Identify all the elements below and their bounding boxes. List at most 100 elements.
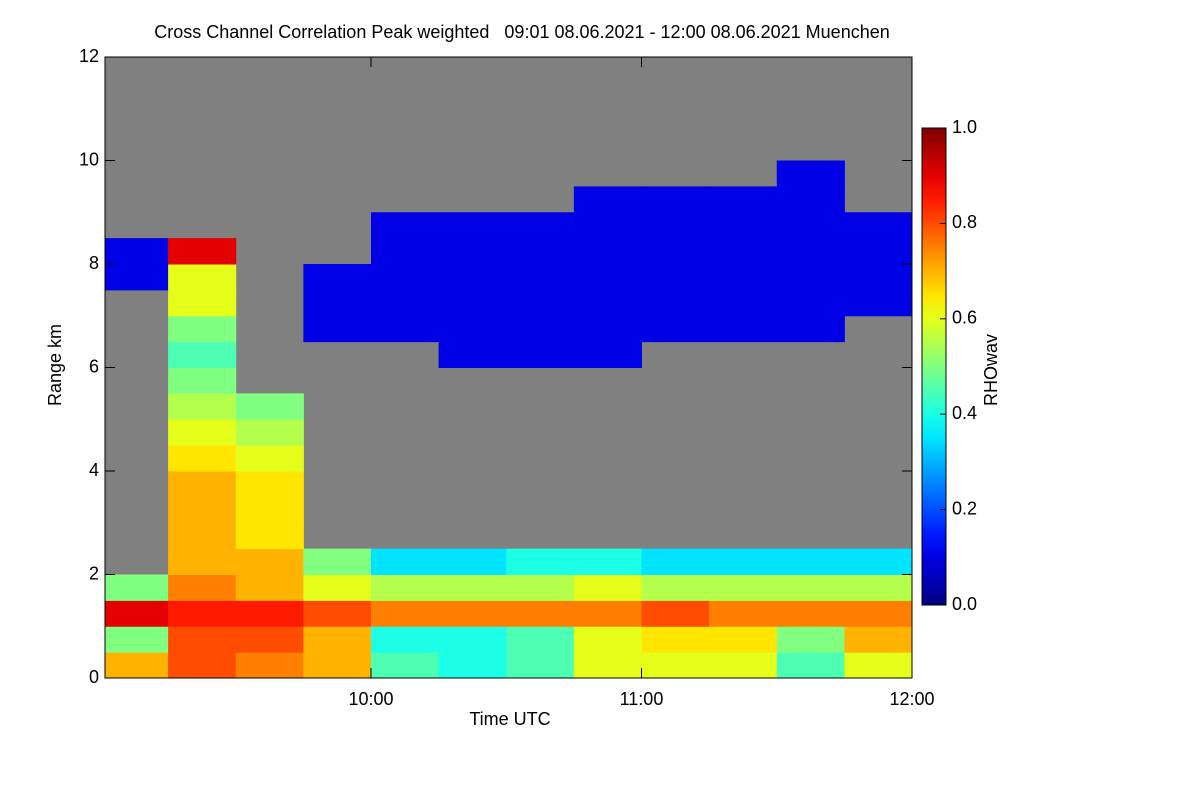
heatmap-cell <box>506 652 575 679</box>
heatmap-cell <box>573 652 642 679</box>
heatmap-cell <box>506 600 575 627</box>
heatmap-cell <box>235 548 304 575</box>
heatmap-cell <box>168 289 237 317</box>
chart-title: Cross Channel Correlation Peak weighted … <box>154 22 890 42</box>
heatmap-cell <box>303 548 372 575</box>
heatmap-cell <box>105 264 169 291</box>
heatmap-cell <box>235 600 304 627</box>
heatmap-cell <box>370 574 440 601</box>
heatmap-cell <box>303 289 372 317</box>
heatmap-cell <box>709 548 778 575</box>
heatmap-cell <box>168 393 237 420</box>
heatmap-cell <box>168 419 237 446</box>
y-tick-label: 0 <box>89 667 99 687</box>
heatmap-cell <box>776 212 845 239</box>
heatmap-cell <box>776 652 845 679</box>
y-tick-label: 8 <box>89 253 99 273</box>
heatmap-cell <box>370 548 440 575</box>
heatmap-cell <box>438 238 507 265</box>
heatmap-cell <box>641 652 710 679</box>
heatmap-cell <box>709 600 778 627</box>
x-tick-label: 10:00 <box>348 689 393 709</box>
heatmap-cell <box>235 574 304 601</box>
heatmap-cell <box>438 574 507 601</box>
heatmap-cell <box>709 264 778 291</box>
heatmap-cell <box>370 212 440 239</box>
heatmap-cell <box>235 522 304 550</box>
colorbar-tick-label: 0.6 <box>952 308 977 328</box>
heatmap-cell <box>168 367 237 394</box>
heatmap-cell <box>573 264 642 291</box>
colorbar-label: RHOwav <box>981 334 1001 406</box>
heatmap-cell <box>105 574 169 601</box>
heatmap-cell <box>709 289 778 317</box>
heatmap-cell <box>573 548 642 575</box>
heatmap-cell <box>709 315 778 343</box>
y-tick-label: 4 <box>89 460 99 480</box>
heatmap-cell <box>641 548 710 575</box>
heatmap-cell <box>235 626 304 653</box>
y-tick-label: 6 <box>89 356 99 376</box>
heatmap-cell <box>438 652 507 679</box>
heatmap-cell <box>105 652 169 679</box>
colorbar-tick-label: 0.4 <box>952 403 977 423</box>
heatmap-cell <box>506 315 575 343</box>
heatmap-cell <box>776 238 845 265</box>
heatmap-cell <box>709 238 778 265</box>
heatmap-cell <box>709 574 778 601</box>
heatmap-cell <box>168 238 237 265</box>
heatmap-cell <box>776 548 845 575</box>
heatmap-cell <box>506 574 575 601</box>
heatmap-cell <box>303 652 372 679</box>
heatmap-cell <box>303 264 372 291</box>
heatmap-cell <box>776 186 845 213</box>
heatmap-cell <box>168 600 237 627</box>
colorbar-tick-label: 0.2 <box>952 498 977 518</box>
heatmap-cell <box>844 626 913 653</box>
heatmap-cell <box>776 626 845 653</box>
y-tick-label: 12 <box>79 46 99 66</box>
x-tick-label: 11:00 <box>620 689 664 709</box>
heatmap-cell <box>438 548 507 575</box>
heatmap-cell <box>370 600 440 627</box>
heatmap-cell <box>573 238 642 265</box>
colorbar-tick-label: 0.0 <box>952 594 977 614</box>
heatmap-cell <box>168 522 237 550</box>
heatmap-cell <box>235 496 304 524</box>
heatmap-cell <box>573 289 642 317</box>
heatmap-cell <box>303 600 372 627</box>
heatmap-cell <box>235 419 304 446</box>
y-axis-label: Range km <box>45 324 65 406</box>
heatmap-cell <box>573 315 642 343</box>
heatmap-cell <box>168 315 237 343</box>
x-tick-label: 12:00 <box>889 689 934 709</box>
heatmap-cell <box>844 600 913 627</box>
heatmap-cell <box>506 212 575 239</box>
heatmap-cell <box>506 264 575 291</box>
heatmap-cell <box>641 289 710 317</box>
heatmap-cell <box>776 574 845 601</box>
heatmap-cell <box>641 212 710 239</box>
heatmap-cell <box>506 548 575 575</box>
heatmap-cell <box>370 626 440 653</box>
heatmap-cell <box>641 574 710 601</box>
heatmap-cell <box>844 264 913 291</box>
heatmap-cell <box>641 600 710 627</box>
heatmap-cell <box>844 289 913 317</box>
heatmap-cell <box>168 264 237 291</box>
heatmap-cell <box>370 315 440 343</box>
heatmap-cell <box>641 626 710 653</box>
heatmap-cell <box>235 652 304 679</box>
heatmap-cell <box>709 626 778 653</box>
heatmap-cell <box>844 212 913 239</box>
heatmap-cell <box>303 574 372 601</box>
heatmap-cell <box>168 626 237 653</box>
heatmap-cell <box>105 238 169 265</box>
heatmap-cell <box>573 626 642 653</box>
heatmap-cell <box>370 264 440 291</box>
heatmap-cell <box>844 574 913 601</box>
heatmap-cell <box>438 341 507 368</box>
heatmap-cell <box>168 548 237 575</box>
heatmap-cell <box>776 160 845 187</box>
